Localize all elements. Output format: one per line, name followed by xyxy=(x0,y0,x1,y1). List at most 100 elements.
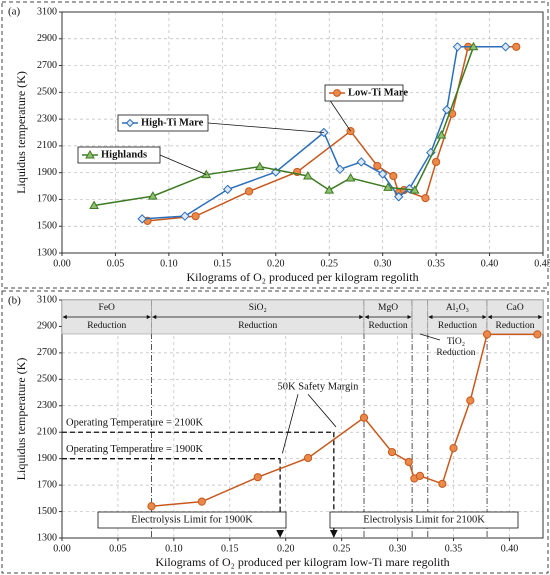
annotation: 50K Safety Margin xyxy=(278,382,360,393)
marker xyxy=(191,212,200,221)
legend-box xyxy=(77,146,161,164)
legend-label: Highlands xyxy=(101,149,147,160)
marker xyxy=(409,185,420,194)
marker xyxy=(324,185,335,194)
legend-marker xyxy=(333,89,341,97)
x-tick-label: 0.35 xyxy=(445,543,463,554)
y-tick-label: 1500 xyxy=(37,506,57,517)
marker xyxy=(500,42,511,52)
marker xyxy=(404,457,413,467)
marker xyxy=(438,479,447,488)
y-tick-label: 2900 xyxy=(37,33,57,44)
x-tick-label: 0.00 xyxy=(53,543,71,554)
y-tick-label: 1700 xyxy=(37,194,57,205)
marker xyxy=(389,171,398,181)
operating-label: Operating Temperature = 2100K xyxy=(66,418,203,429)
annotation-pointer xyxy=(307,394,337,428)
x-tick-label: 0.05 xyxy=(109,543,127,554)
limit-label: Electrolysis Limit for 1900K xyxy=(131,514,253,525)
marker xyxy=(383,182,393,191)
x-axis-label: Kilograms of O₂ produced per kilogram re… xyxy=(186,270,418,284)
marker xyxy=(404,184,415,194)
region-label: CaO xyxy=(506,303,524,313)
marker xyxy=(222,184,233,195)
marker xyxy=(254,161,265,171)
y-tick-label: 2300 xyxy=(37,113,57,124)
limit-box xyxy=(97,511,287,529)
panel-label: (a) xyxy=(8,6,21,18)
x-tick-label: 0.00 xyxy=(53,258,71,269)
y-tick-label: 2900 xyxy=(37,321,57,332)
x-tick-label: 0.10 xyxy=(165,543,183,554)
marker xyxy=(512,42,521,51)
marker xyxy=(373,161,382,171)
marker xyxy=(147,502,156,511)
x-tick-label: 0.40 xyxy=(501,543,519,554)
x-tick-label: 0.20 xyxy=(277,543,295,554)
callout-pointer xyxy=(159,154,207,176)
marker xyxy=(377,169,388,179)
region-label: Reduction xyxy=(87,321,126,331)
marker xyxy=(345,173,356,182)
region-label: Reduction xyxy=(496,321,535,331)
y-axis-label: Liquidus temperature (K) xyxy=(14,71,28,194)
region-label: MgO xyxy=(378,303,398,313)
y-tick-label: 1500 xyxy=(37,221,57,232)
y-tick-label: 2700 xyxy=(37,60,57,71)
marker xyxy=(319,127,329,138)
x-tick-label: 0.35 xyxy=(427,258,445,269)
marker xyxy=(415,471,425,480)
y-tick-label: 3100 xyxy=(37,294,57,305)
y-tick-label: 1900 xyxy=(37,167,57,178)
plot-frame xyxy=(61,11,544,254)
x-tick-label: 0.05 xyxy=(107,258,125,269)
x-tick-label: 0.15 xyxy=(214,258,232,269)
operating-label: Operating Temperature = 1900K xyxy=(66,444,203,455)
marker xyxy=(466,396,475,405)
y-tick-label: 1700 xyxy=(37,479,57,490)
y-tick-label: 2500 xyxy=(37,374,57,385)
marker xyxy=(244,187,254,196)
marker xyxy=(468,41,479,51)
marker xyxy=(303,453,313,463)
panel-label: (b) xyxy=(8,295,21,307)
y-axis-label: Liquidus temperature (K) xyxy=(14,358,28,481)
marker xyxy=(137,214,147,224)
x-tick-label: 0.15 xyxy=(221,543,239,554)
y-tick-label: 2300 xyxy=(37,400,57,411)
series-line xyxy=(147,46,517,222)
limit-label: Electrolysis Limit for 2100K xyxy=(363,514,485,525)
y-tick-label: 2100 xyxy=(37,140,57,151)
x-axis-label: Kilograms of O₂ produced per kilogram lo… xyxy=(155,555,449,569)
legend-box xyxy=(324,84,404,102)
legend-label: Low-Ti Mare xyxy=(348,87,408,98)
marker xyxy=(180,211,190,221)
marker xyxy=(533,330,542,339)
y-tick-label: 2700 xyxy=(37,347,57,358)
region-label: TiO₂ xyxy=(447,337,465,347)
x-tick-label: 0.30 xyxy=(374,258,392,269)
marker xyxy=(302,171,313,180)
marker xyxy=(482,330,492,339)
legend-box xyxy=(117,114,209,132)
marker xyxy=(432,157,441,167)
y-tick-label: 2100 xyxy=(37,427,57,438)
marker xyxy=(335,164,345,175)
region-label: Reduction xyxy=(438,321,477,331)
marker xyxy=(442,105,452,115)
region-label: Al₂O₃ xyxy=(446,303,469,313)
x-tick-label: 0.25 xyxy=(333,543,351,554)
region-label: Reduction xyxy=(369,321,408,331)
x-tick-label: 0.30 xyxy=(389,543,407,554)
marker xyxy=(356,157,366,167)
legend-marker xyxy=(125,118,135,128)
legend-label: High-Ti Mare xyxy=(141,117,204,128)
y-tick-label: 1300 xyxy=(37,247,57,258)
marker xyxy=(421,194,430,203)
x-tick-label: 0.45 xyxy=(534,258,550,269)
y-tick-label: 1300 xyxy=(37,532,57,543)
x-tick-label: 0.40 xyxy=(481,258,499,269)
panel-border xyxy=(1,1,549,289)
series-line xyxy=(142,46,506,220)
